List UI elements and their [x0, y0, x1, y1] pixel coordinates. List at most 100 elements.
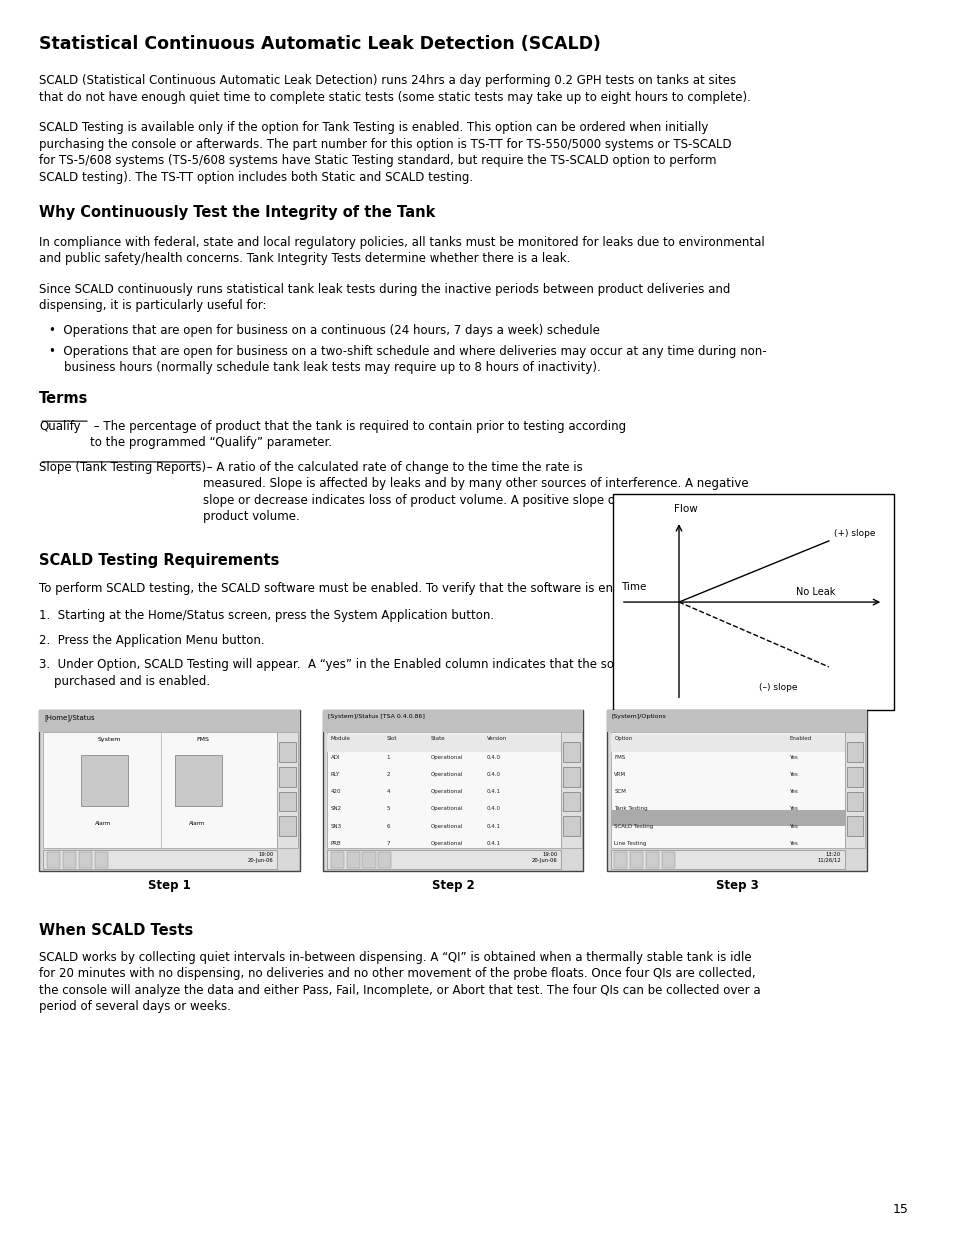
Text: SCALD (Statistical Continuous Automatic Leak Detection) runs 24hrs a day perform: SCALD (Statistical Continuous Automatic …: [39, 74, 750, 104]
FancyBboxPatch shape: [327, 850, 560, 869]
Text: 2: 2: [386, 772, 390, 777]
FancyBboxPatch shape: [610, 850, 843, 869]
Text: 4: 4: [386, 789, 390, 794]
FancyBboxPatch shape: [277, 732, 297, 848]
Text: [System]/Status [TSA 0.4.0.86]: [System]/Status [TSA 0.4.0.86]: [328, 714, 424, 719]
Text: To perform SCALD testing, the SCALD software must be enabled. To verify that the: To perform SCALD testing, the SCALD soft…: [39, 582, 650, 595]
Text: 5: 5: [386, 806, 390, 811]
Text: SCM: SCM: [614, 789, 625, 794]
FancyBboxPatch shape: [845, 816, 862, 836]
FancyBboxPatch shape: [323, 710, 583, 871]
Text: Line Testing: Line Testing: [614, 841, 646, 846]
Text: Statistical Continuous Automatic Leak Detection (SCALD): Statistical Continuous Automatic Leak De…: [39, 35, 600, 53]
Text: Operational: Operational: [431, 789, 463, 794]
Text: Time: Time: [620, 582, 645, 593]
Text: Operational: Operational: [431, 824, 463, 829]
Text: Enabled: Enabled: [789, 736, 811, 741]
Text: Yes: Yes: [789, 824, 798, 829]
FancyBboxPatch shape: [346, 852, 359, 868]
Text: 0.4.0: 0.4.0: [486, 806, 500, 811]
Text: Version: Version: [486, 736, 507, 741]
Text: 0.4.1: 0.4.1: [486, 789, 500, 794]
Text: Operational: Operational: [431, 755, 463, 760]
Text: 0.4.1: 0.4.1: [486, 824, 500, 829]
Text: 1: 1: [386, 755, 390, 760]
FancyBboxPatch shape: [606, 710, 866, 871]
FancyBboxPatch shape: [562, 792, 579, 811]
Text: No Leak: No Leak: [795, 587, 835, 598]
Text: 15: 15: [892, 1203, 907, 1216]
FancyBboxPatch shape: [94, 852, 108, 868]
FancyBboxPatch shape: [562, 767, 579, 787]
FancyBboxPatch shape: [606, 710, 866, 732]
Text: Step 2: Step 2: [432, 879, 475, 893]
Text: SCALD Testing is available only if the option for Tank Testing is enabled. This : SCALD Testing is available only if the o…: [39, 121, 731, 184]
FancyBboxPatch shape: [610, 732, 843, 848]
FancyBboxPatch shape: [614, 852, 627, 868]
FancyBboxPatch shape: [645, 852, 659, 868]
Text: PRB: PRB: [331, 841, 341, 846]
FancyBboxPatch shape: [327, 734, 560, 752]
FancyBboxPatch shape: [845, 742, 862, 762]
FancyBboxPatch shape: [331, 852, 343, 868]
Text: 1.  Starting at the Home/Status screen, press the System Application button.: 1. Starting at the Home/Status screen, p…: [39, 609, 494, 622]
Text: Yes: Yes: [789, 841, 798, 846]
Text: 0.4.0: 0.4.0: [486, 772, 500, 777]
Text: Operational: Operational: [431, 772, 463, 777]
Text: Slope (Tank Testing Reports): Slope (Tank Testing Reports): [39, 461, 206, 474]
Text: Step 3: Step 3: [715, 879, 758, 893]
Text: (+) slope: (+) slope: [833, 529, 874, 538]
FancyBboxPatch shape: [378, 852, 391, 868]
Text: 0.4.1: 0.4.1: [486, 841, 500, 846]
Text: Step 1: Step 1: [148, 879, 191, 893]
Text: SCALD works by collecting quiet intervals in-between dispensing. A “QI” is obtai: SCALD works by collecting quiet interval…: [39, 951, 760, 1014]
FancyBboxPatch shape: [78, 852, 91, 868]
Text: 0.4.0: 0.4.0: [486, 755, 500, 760]
Text: 3.  Under Option, SCALD Testing will appear.  A “yes” in the Enabled column indi: 3. Under Option, SCALD Testing will appe…: [39, 658, 709, 688]
FancyBboxPatch shape: [63, 852, 76, 868]
Text: Terms: Terms: [39, 391, 89, 406]
Text: 19:00
20-Jun-06: 19:00 20-Jun-06: [248, 852, 274, 863]
Text: When SCALD Tests: When SCALD Tests: [39, 923, 193, 937]
Text: Alarm: Alarm: [94, 821, 112, 826]
FancyBboxPatch shape: [279, 816, 295, 836]
Text: SCALD Testing Requirements: SCALD Testing Requirements: [39, 553, 279, 568]
Text: 420: 420: [331, 789, 341, 794]
Text: Since SCALD continuously runs statistical tank leak tests during the inactive pe: Since SCALD continuously runs statistica…: [39, 283, 730, 312]
FancyBboxPatch shape: [661, 852, 675, 868]
Text: FMS: FMS: [196, 737, 210, 742]
FancyBboxPatch shape: [845, 792, 862, 811]
FancyBboxPatch shape: [327, 732, 560, 848]
FancyBboxPatch shape: [562, 816, 579, 836]
Text: Flow: Flow: [674, 504, 698, 514]
Text: Option: Option: [614, 736, 632, 741]
Text: Yes: Yes: [789, 806, 798, 811]
Text: SN2: SN2: [331, 806, 341, 811]
Text: Yes: Yes: [789, 755, 798, 760]
FancyBboxPatch shape: [81, 755, 128, 806]
FancyBboxPatch shape: [613, 494, 894, 710]
Text: •  Operations that are open for business on a two-shift schedule and where deliv: • Operations that are open for business …: [49, 345, 765, 374]
Text: FMS: FMS: [614, 755, 625, 760]
Text: Yes: Yes: [789, 772, 798, 777]
Text: [Home]/Status: [Home]/Status: [44, 714, 94, 720]
Text: – The percentage of product that the tank is required to contain prior to testin: – The percentage of product that the tan…: [90, 420, 625, 450]
Text: In compliance with federal, state and local regulatory policies, all tanks must : In compliance with federal, state and lo…: [39, 236, 764, 266]
FancyBboxPatch shape: [843, 732, 864, 848]
FancyBboxPatch shape: [560, 732, 581, 848]
Text: Why Continuously Test the Integrity of the Tank: Why Continuously Test the Integrity of t…: [39, 205, 436, 220]
FancyBboxPatch shape: [323, 710, 583, 732]
FancyBboxPatch shape: [362, 852, 375, 868]
FancyBboxPatch shape: [279, 792, 295, 811]
Text: SN3: SN3: [331, 824, 341, 829]
FancyBboxPatch shape: [175, 755, 222, 806]
Text: 19:00
20-Jun-06: 19:00 20-Jun-06: [531, 852, 557, 863]
Text: System: System: [98, 737, 121, 742]
Text: [System]/Options: [System]/Options: [611, 714, 665, 719]
Text: Tank Testing: Tank Testing: [614, 806, 647, 811]
FancyBboxPatch shape: [43, 732, 277, 848]
FancyBboxPatch shape: [39, 710, 299, 732]
Text: Yes: Yes: [789, 789, 798, 794]
FancyBboxPatch shape: [610, 810, 843, 826]
Text: 13:20
11/26/12: 13:20 11/26/12: [817, 852, 841, 863]
